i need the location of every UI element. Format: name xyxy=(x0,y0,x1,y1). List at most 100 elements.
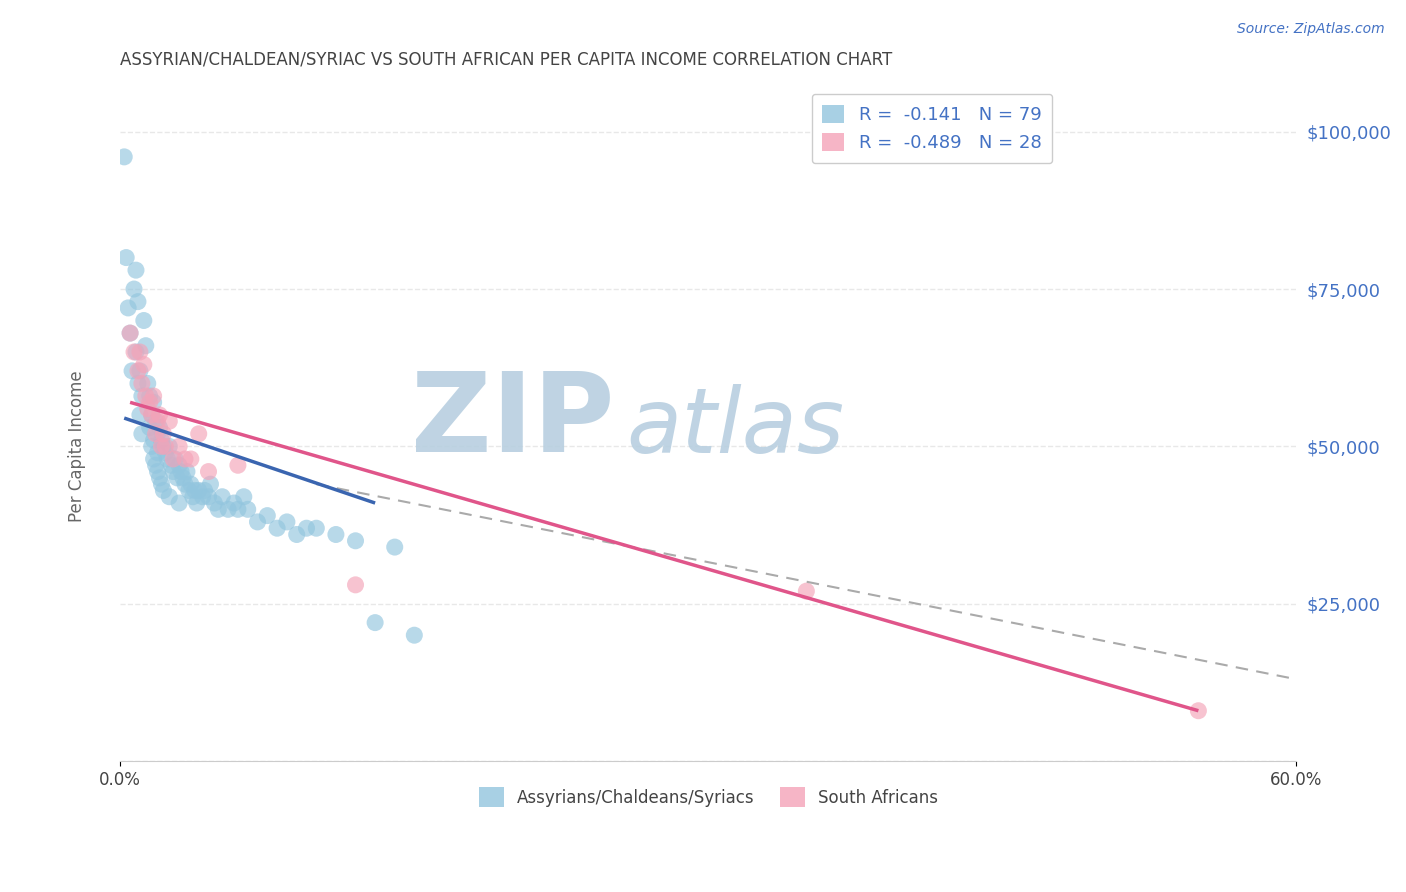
Point xyxy=(166,471,188,485)
Point xyxy=(162,452,184,467)
Point xyxy=(146,465,169,479)
Point xyxy=(136,376,159,391)
Point xyxy=(364,615,387,630)
Point xyxy=(145,414,167,428)
Point xyxy=(148,408,170,422)
Point xyxy=(141,439,163,453)
Point xyxy=(115,251,138,265)
Point xyxy=(325,527,347,541)
Point xyxy=(187,483,209,498)
Point xyxy=(180,452,202,467)
Point xyxy=(197,490,219,504)
Point xyxy=(796,584,818,599)
Point xyxy=(148,471,170,485)
Point xyxy=(145,458,167,473)
Text: ASSYRIAN/CHALDEAN/SYRIAC VS SOUTH AFRICAN PER CAPITA INCOME CORRELATION CHART: ASSYRIAN/CHALDEAN/SYRIAC VS SOUTH AFRICA… xyxy=(121,51,893,69)
Point xyxy=(142,389,165,403)
Point xyxy=(157,490,180,504)
Point xyxy=(222,496,245,510)
Point xyxy=(155,439,177,453)
Point xyxy=(150,477,173,491)
Point xyxy=(152,483,174,498)
Point xyxy=(174,477,197,491)
Point xyxy=(167,439,190,453)
Point xyxy=(117,301,139,315)
Legend: Assyrians/Chaldeans/Syriacs, South Africans: Assyrians/Chaldeans/Syriacs, South Afric… xyxy=(472,780,945,814)
Point xyxy=(217,502,239,516)
Point xyxy=(266,521,288,535)
Point xyxy=(156,452,179,467)
Point xyxy=(142,452,165,467)
Point xyxy=(236,502,259,516)
Point xyxy=(202,496,225,510)
Point xyxy=(125,263,148,277)
Point xyxy=(191,490,214,504)
Point xyxy=(200,477,222,491)
Point xyxy=(167,496,190,510)
Point xyxy=(131,426,153,441)
Point xyxy=(120,326,142,340)
Point xyxy=(174,452,197,467)
Point xyxy=(131,376,153,391)
Point xyxy=(122,345,145,359)
Point xyxy=(142,395,165,409)
Point xyxy=(112,150,135,164)
Point xyxy=(162,465,184,479)
Point xyxy=(146,414,169,428)
Point xyxy=(141,408,163,422)
Point xyxy=(135,339,157,353)
Point xyxy=(172,471,194,485)
Point xyxy=(295,521,318,535)
Point xyxy=(127,376,149,391)
Point xyxy=(177,483,200,498)
Point xyxy=(129,364,152,378)
Point xyxy=(138,389,160,403)
Point xyxy=(276,515,298,529)
Point xyxy=(232,490,254,504)
Point xyxy=(256,508,278,523)
Text: Per Capita Income: Per Capita Income xyxy=(69,370,86,522)
Point xyxy=(344,533,367,548)
Point xyxy=(138,395,160,409)
Point xyxy=(187,426,209,441)
Point xyxy=(165,452,187,467)
Point xyxy=(148,420,170,434)
Point xyxy=(226,458,249,473)
Point xyxy=(136,401,159,416)
Point xyxy=(197,465,219,479)
Point xyxy=(194,483,217,498)
Point xyxy=(127,364,149,378)
Text: atlas: atlas xyxy=(626,384,844,472)
Point xyxy=(122,282,145,296)
Point xyxy=(170,465,193,479)
Point xyxy=(135,389,157,403)
Point xyxy=(146,445,169,459)
Point xyxy=(167,458,190,473)
Point xyxy=(160,458,183,473)
Point xyxy=(246,515,269,529)
Point xyxy=(155,445,177,459)
Point xyxy=(384,540,406,554)
Point xyxy=(121,364,143,378)
Point xyxy=(132,313,155,327)
Point xyxy=(305,521,328,535)
Point xyxy=(152,439,174,453)
Point xyxy=(207,502,229,516)
Point xyxy=(1187,704,1209,718)
Point xyxy=(404,628,426,642)
Point xyxy=(211,490,233,504)
Point xyxy=(132,358,155,372)
Text: ZIP: ZIP xyxy=(411,368,614,475)
Point xyxy=(129,345,152,359)
Text: Source: ZipAtlas.com: Source: ZipAtlas.com xyxy=(1237,22,1385,37)
Point xyxy=(152,426,174,441)
Point xyxy=(157,414,180,428)
Point xyxy=(181,490,204,504)
Point xyxy=(176,465,198,479)
Point xyxy=(131,389,153,403)
Point xyxy=(150,439,173,453)
Point xyxy=(125,345,148,359)
Point xyxy=(145,426,167,441)
Point xyxy=(285,527,308,541)
Point xyxy=(186,496,208,510)
